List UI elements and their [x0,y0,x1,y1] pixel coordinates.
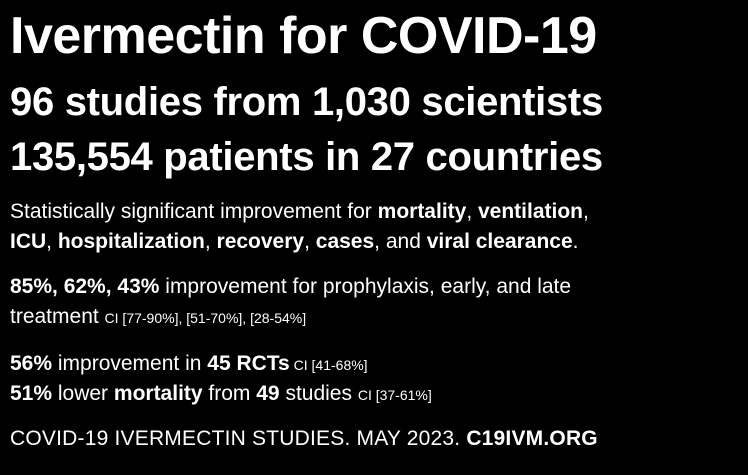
rct-line: 56% improvement in 45 RCTs CI [41-68%] [10,353,368,374]
footer-line: COVID-19 IVERMECTIN STUDIES. MAY 2023. C… [10,428,598,449]
separator: , [46,230,58,253]
rct-text: improvement in [52,352,208,375]
footer-text: COVID-19 IVERMECTIN STUDIES. MAY 2023. [10,427,467,450]
mortality-text: lower [52,382,114,405]
mortality-percent: 51% [10,382,53,405]
period: . [572,230,579,253]
mortality-text-from: from [202,382,257,405]
significance-line-2: ICU, hospitalization, recovery, cases, a… [10,231,579,252]
outcome-recovery: recovery [216,230,305,253]
outcome-hospitalization: hospitalization [57,230,205,253]
mortality-word: mortality [113,382,203,405]
separator: , [466,200,478,223]
rct-ci: CI [41-68%] [289,357,368,373]
outcome-viral-clearance: viral clearance [426,230,573,253]
separator: , [583,200,589,223]
treatment-word: treatment [10,305,105,328]
studies-summary: 96 studies from 1,030 scientists [10,80,603,124]
rct-count: 45 RCTs [207,352,290,375]
significance-line-1: Statistically significant improvement fo… [10,201,589,222]
treatment-percents: 85%, 62%, 43% [10,275,160,298]
treatment-ci: CI [77-90%], [51-70%], [28-54%] [104,310,307,326]
separator: , and [374,230,427,253]
mortality-text-studies: studies [279,382,358,405]
rct-percent: 56% [10,352,53,375]
outcome-mortality: mortality [377,200,467,223]
significance-prefix: Statistically significant improvement fo… [10,200,378,223]
treatment-line-2: treatment CI [77-90%], [51-70%], [28-54%… [10,306,306,327]
outcome-cases: cases [315,230,375,253]
mortality-count: 49 [256,382,280,405]
separator: , [304,230,316,253]
patients-summary: 135,554 patients in 27 countries [10,135,603,179]
separator: , [204,230,217,253]
treatment-line-1: 85%, 62%, 43% improvement for prophylaxi… [10,276,571,297]
mortality-line: 51% lower mortality from 49 studies CI [… [10,383,432,404]
mortality-ci: CI [37-61%] [357,387,432,403]
page-title: Ivermectin for COVID-19 [10,7,597,65]
footer-site-link[interactable]: C19IVM.ORG [466,427,598,450]
treatment-text: improvement for prophylaxis, early, and … [159,275,572,298]
outcome-ventilation: ventilation [478,200,584,223]
outcome-icu: ICU [10,230,47,253]
